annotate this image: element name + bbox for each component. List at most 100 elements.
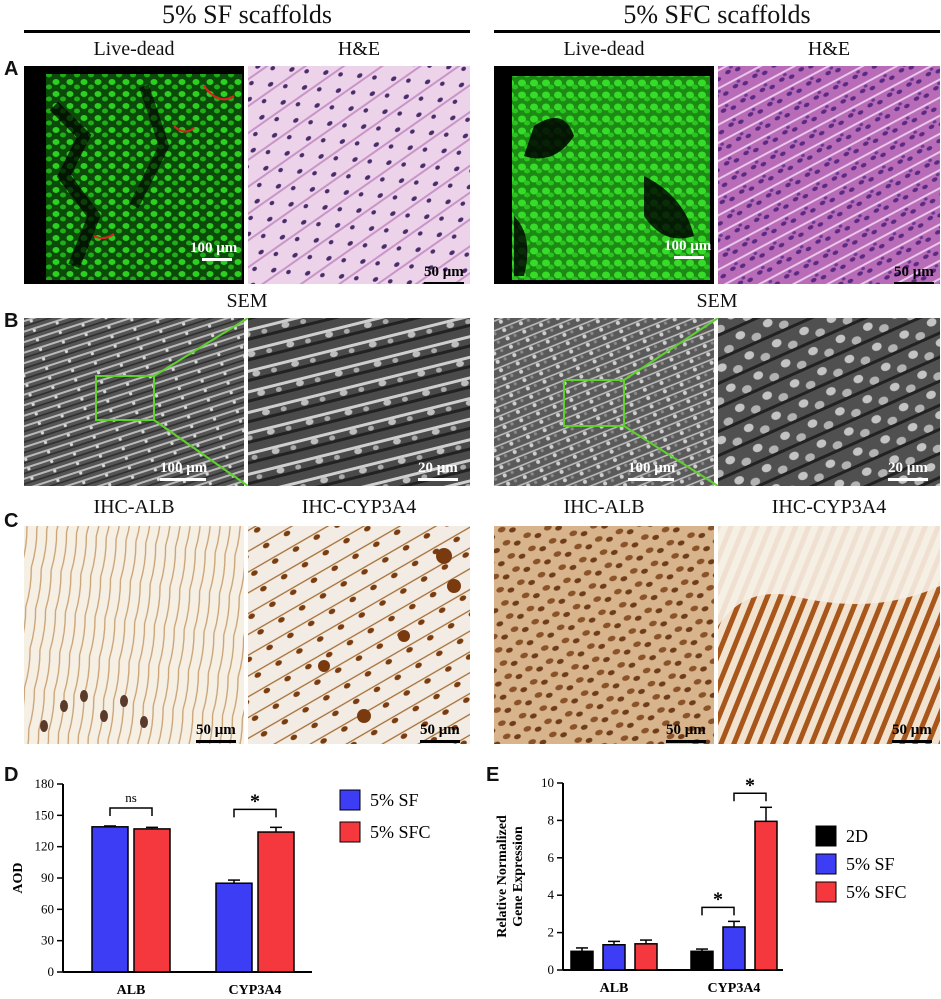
y-axis-label-1: Gene Expression (511, 826, 526, 927)
label-he-sf: H&E (337, 38, 381, 60)
sem-sfc-zoom-line-top (623, 318, 719, 381)
legend-swatch-0 (339, 789, 361, 811)
scale-he-sf: 50 μm (424, 264, 464, 284)
sem-sfc-zoom-box (563, 379, 625, 427)
image-ihc-alb-sf (24, 526, 244, 744)
y-tick-label-0: 0 (548, 962, 555, 977)
bar-cyp3a4-1 (257, 831, 295, 973)
sem-sfc-group (494, 318, 940, 486)
legend-swatch-1 (815, 853, 837, 875)
y-tick-label-4: 120 (35, 839, 55, 854)
legend-swatch-0 (815, 825, 837, 847)
bar-alb-0 (91, 826, 129, 973)
he-sfc-texture (718, 66, 940, 284)
y-tick-label-2: 60 (41, 901, 54, 916)
scale-sem-sf-low: 100 μm (160, 460, 207, 481)
scale-live-dead-sfc: 100 μm (664, 238, 711, 259)
scale-ihc-cyp-sfc: 50 μm (892, 722, 932, 743)
y-tick-label-1: 2 (548, 925, 555, 940)
scale-ihc-alb-sfc: 50 μm (666, 722, 706, 743)
label-live-dead-sfc: Live-dead (563, 38, 645, 60)
legend-swatch-2 (815, 881, 837, 903)
panel-letter-a: A (4, 58, 19, 80)
bar-alb-1 (133, 828, 171, 973)
bar-alb-0 (570, 950, 594, 971)
scale-he-sfc: 50 μm (894, 264, 934, 284)
y-tick-label-6: 180 (35, 776, 55, 791)
bar-cyp3a4-0 (690, 950, 714, 971)
scale-sem-sfc-high: 20 μm (888, 460, 928, 481)
y-axis-label-0: AOD (11, 862, 26, 893)
label-sem-sfc: SEM (696, 290, 738, 312)
sem-sfc-zoom-line-bottom (623, 425, 719, 486)
label-sem-sf: SEM (226, 290, 268, 312)
chart-gene-expression: 0 2 4 6 8 10 Relative Normalized Gene Expressio… (495, 774, 907, 996)
label-ihc-cyp-sfc: IHC-CYP3A4 (771, 496, 887, 518)
bar-cyp3a4-2 (754, 820, 778, 971)
bar-alb-1 (602, 944, 626, 971)
live-dead-sfc-texture (512, 76, 710, 280)
group-rule-sfc (494, 30, 940, 33)
group-title-sfc: 5% SFC scaffolds (623, 0, 811, 29)
bar-cyp3a4-0 (215, 882, 253, 973)
bar-cyp3a4-1 (722, 926, 746, 971)
ihc-cyp-sf-cells (318, 548, 461, 723)
image-sem-sfc-high (718, 318, 940, 486)
y-tick-label-5: 150 (35, 807, 55, 822)
y-tick-label-0: 0 (48, 964, 55, 979)
y-axis-label-0: Relative Normalized (495, 815, 510, 938)
legend-label-2: 5% SFC (846, 882, 907, 902)
significance-label-0: * (713, 888, 723, 910)
sem-sf-group (24, 318, 470, 486)
significance-label-0: ns (125, 790, 137, 805)
y-tick-label-1: 30 (41, 933, 54, 948)
significance-bracket-0 (701, 906, 735, 916)
image-he-sfc: 50 μm (718, 66, 940, 284)
legend-label-0: 2D (846, 826, 868, 846)
image-live-dead-sf: 100 μm (24, 66, 244, 284)
significance-bracket-1 (733, 792, 767, 802)
panel-letter-d: D (4, 764, 19, 786)
significance-label-1: * (250, 790, 260, 812)
y-tick-label-4: 8 (548, 812, 555, 827)
group-rule-sf (24, 30, 470, 33)
significance-bracket-1 (233, 808, 277, 818)
legend-label-1: 5% SF (846, 854, 895, 874)
label-he-sfc: H&E (807, 38, 851, 60)
live-dead-sf-texture (46, 74, 242, 280)
scale-sem-sfc-low: 100 μm (628, 460, 675, 481)
image-live-dead-sfc: 100 μm (494, 66, 714, 284)
he-sf-texture (248, 66, 470, 284)
bar-alb-2 (634, 943, 658, 971)
chart-aod: 0 30 60 90 120 150 180 AOD ALB CYP3A4 ns * 5% SF 5% S… (11, 776, 431, 998)
x-tick-label-1: CYP3A4 (229, 983, 282, 998)
image-ihc-alb-sfc (494, 526, 714, 744)
x-tick-label-0: ALB (117, 983, 146, 998)
label-ihc-cyp-sf: IHC-CYP3A4 (301, 496, 417, 518)
ihc-sf-group (24, 526, 470, 744)
scale-ihc-cyp-sf: 50 μm (420, 722, 460, 743)
y-tick-label-5: 10 (541, 775, 554, 790)
panel-letter-c: C (4, 510, 19, 532)
legend-label-1: 5% SFC (370, 822, 431, 842)
scale-ihc-alb-sf: 50 μm (196, 722, 236, 743)
group-title-sf: 5% SF scaffolds (162, 0, 332, 29)
x-tick-label-0: ALB (600, 981, 629, 996)
legend-swatch-1 (339, 821, 361, 843)
sem-sf-zoom-line-top (153, 318, 249, 377)
scale-sem-sf-high: 20 μm (418, 460, 458, 481)
label-live-dead-sf: Live-dead (93, 38, 175, 60)
ihc-sfc-group (494, 526, 940, 744)
panel-letter-b: B (4, 310, 19, 332)
image-he-sf: 50 μm (248, 66, 470, 284)
sem-sf-zoom-box (95, 375, 155, 421)
legend-label-0: 5% SF (370, 790, 419, 810)
sem-sf-zoom-line-bottom (153, 419, 249, 486)
y-tick-label-3: 90 (41, 870, 54, 885)
ihc-alb-sf-cells (40, 690, 148, 732)
label-ihc-alb-sf: IHC-ALB (93, 496, 175, 518)
significance-bracket-0 (109, 807, 153, 816)
y-tick-label-2: 4 (548, 887, 555, 902)
y-tick-label-3: 6 (548, 850, 555, 865)
image-ihc-cyp-sf (248, 526, 470, 744)
